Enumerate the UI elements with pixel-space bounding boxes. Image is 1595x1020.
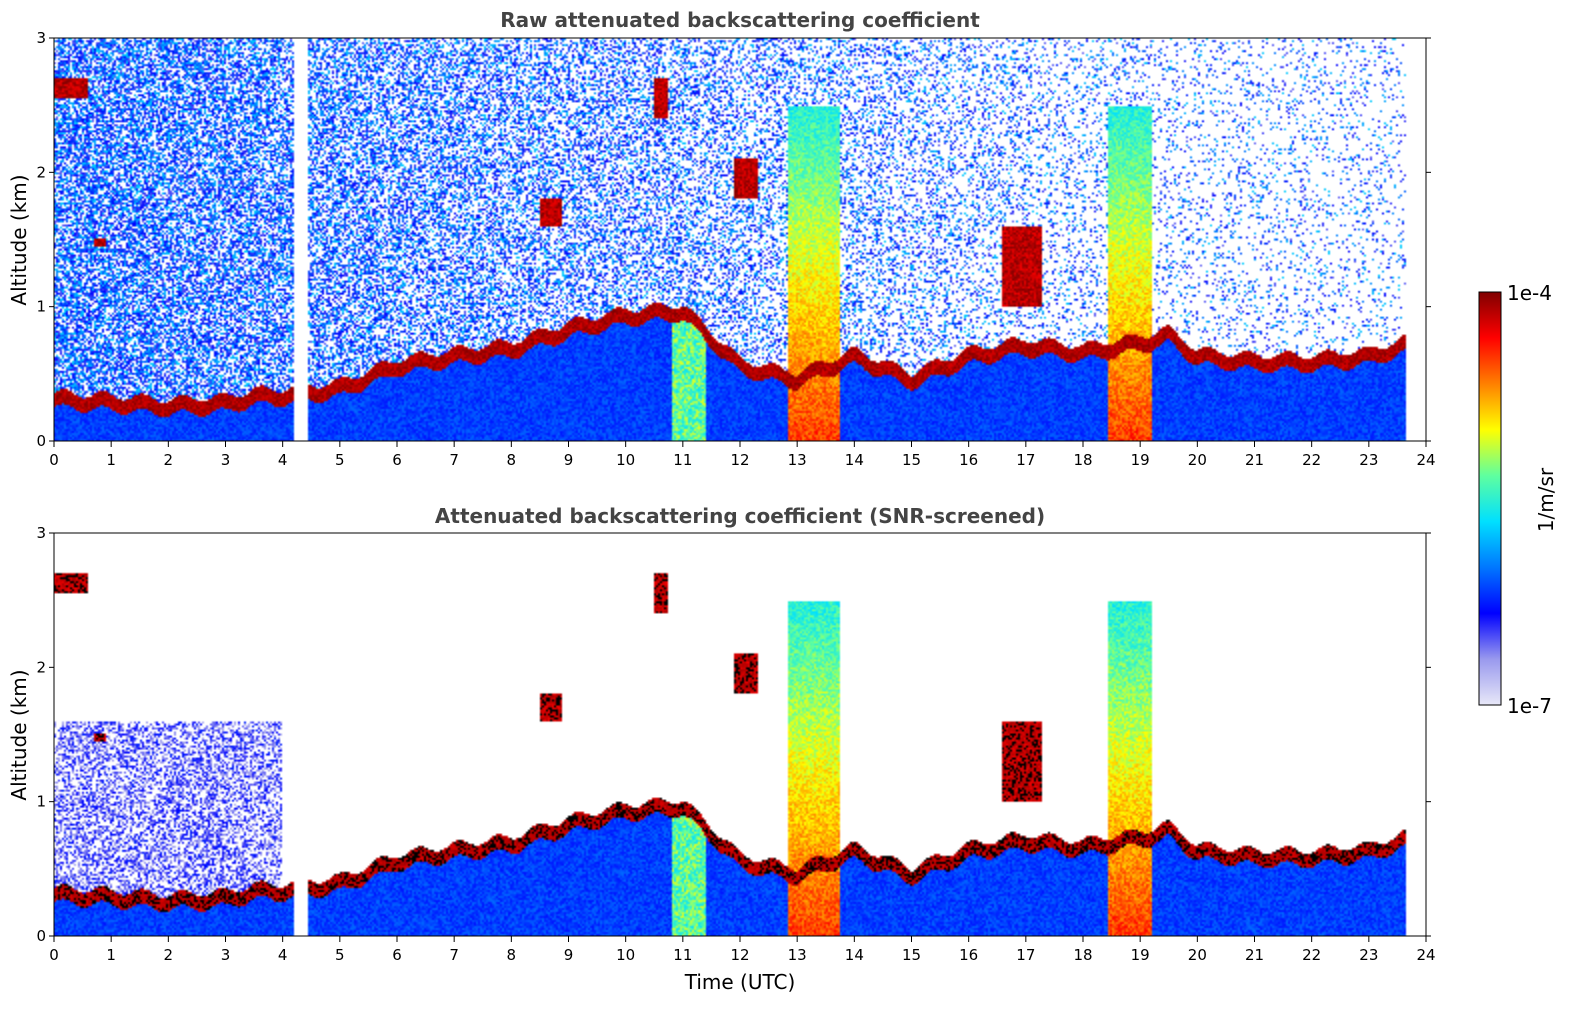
y-tick-label: 1 (36, 298, 46, 316)
colorbar: 1e-4 1e-7 1/m/sr (1478, 281, 1558, 718)
x-tick-label: 16 (959, 451, 978, 469)
x-tick-label: 15 (902, 946, 921, 964)
x-tick-label: 21 (1245, 946, 1264, 964)
x-tick-label: 18 (1073, 946, 1092, 964)
x-tick-label: 12 (730, 946, 749, 964)
x-tick-label: 1 (106, 451, 116, 469)
x-tick-label: 13 (788, 946, 807, 964)
y-tick-label: 0 (36, 927, 46, 945)
heatmap-image (54, 38, 1426, 441)
x-tick-label: 6 (392, 451, 402, 469)
x-tick-label: 15 (902, 451, 921, 469)
x-axis-label: Time (UTC) (684, 970, 796, 994)
colorbar-gradient (1478, 291, 1502, 706)
x-tick-label: 12 (730, 451, 749, 469)
x-tick-label: 17 (1016, 946, 1035, 964)
x-tick-label: 16 (959, 946, 978, 964)
y-tick-label: 2 (36, 163, 46, 181)
x-tick-label: 7 (449, 451, 459, 469)
colorbar-min-label: 1e-7 (1507, 694, 1552, 718)
y-axis-label: Altitude (km) (7, 174, 31, 305)
x-tick-label: 24 (1416, 451, 1435, 469)
x-tick-label: 0 (49, 451, 59, 469)
x-tick-label: 14 (845, 946, 864, 964)
y-axis-label: Altitude (km) (7, 669, 31, 800)
x-tick-label: 4 (278, 451, 288, 469)
x-axis: 0 1 2 3 4 5 6 7 8 9 10 11 12 13 14 15 16 17 18 19 20 21 22 23 24 (49, 936, 1436, 964)
x-tick-label: 9 (564, 946, 574, 964)
x-tick-label: 5 (335, 451, 345, 469)
y-axis: 0 1 2 3 (36, 524, 1431, 945)
x-tick-label: 7 (449, 946, 459, 964)
x-tick-label: 2 (164, 946, 174, 964)
x-tick-label: 5 (335, 946, 345, 964)
x-tick-label: 9 (564, 451, 574, 469)
x-tick-label: 10 (616, 946, 635, 964)
y-axis: 0 1 2 3 (36, 29, 1431, 450)
x-tick-label: 11 (673, 946, 692, 964)
y-tick-label: 0 (36, 432, 46, 450)
x-tick-label: 20 (1188, 451, 1207, 469)
y-tick-label: 1 (36, 793, 46, 811)
heatmap-area (54, 533, 1426, 936)
x-tick-label: 0 (49, 946, 59, 964)
y-tick-label: 2 (36, 658, 46, 676)
panel-title: Attenuated backscattering coefficient (S… (435, 504, 1045, 528)
x-tick-label: 20 (1188, 946, 1207, 964)
heatmap-image (54, 533, 1426, 936)
x-axis: 0 1 2 3 4 5 6 7 8 9 10 11 12 13 14 15 16 17 18 19 20 21 22 23 24 (49, 441, 1436, 469)
x-tick-label: 23 (1359, 451, 1378, 469)
x-tick-label: 19 (1131, 946, 1150, 964)
x-tick-label: 4 (278, 946, 288, 964)
x-tick-label: 8 (507, 946, 517, 964)
x-tick-label: 2 (164, 451, 174, 469)
x-tick-label: 6 (392, 946, 402, 964)
x-tick-label: 1 (106, 946, 116, 964)
x-tick-label: 23 (1359, 946, 1378, 964)
x-tick-label: 22 (1302, 946, 1321, 964)
panel-raw-backscatter: Raw attenuated backscattering coefficien… (7, 8, 1436, 469)
heatmap-area (54, 38, 1426, 441)
x-tick-label: 11 (673, 451, 692, 469)
x-tick-label: 3 (221, 946, 231, 964)
x-tick-label: 17 (1016, 451, 1035, 469)
colorbar-label: 1/m/sr (1534, 467, 1558, 532)
x-tick-label: 18 (1073, 451, 1092, 469)
x-tick-label: 19 (1131, 451, 1150, 469)
x-tick-label: 21 (1245, 451, 1264, 469)
x-tick-label: 13 (788, 451, 807, 469)
panel-snr-screened-backscatter: Attenuated backscattering coefficient (S… (7, 504, 1436, 994)
colorbar-max-label: 1e-4 (1507, 281, 1552, 305)
panel-title: Raw attenuated backscattering coefficien… (500, 8, 980, 32)
x-tick-label: 3 (221, 451, 231, 469)
x-tick-label: 22 (1302, 451, 1321, 469)
y-tick-label: 3 (36, 524, 46, 542)
x-tick-label: 24 (1416, 946, 1435, 964)
x-tick-label: 10 (616, 451, 635, 469)
x-tick-label: 8 (507, 451, 517, 469)
y-tick-label: 3 (36, 29, 46, 47)
x-tick-label: 14 (845, 451, 864, 469)
